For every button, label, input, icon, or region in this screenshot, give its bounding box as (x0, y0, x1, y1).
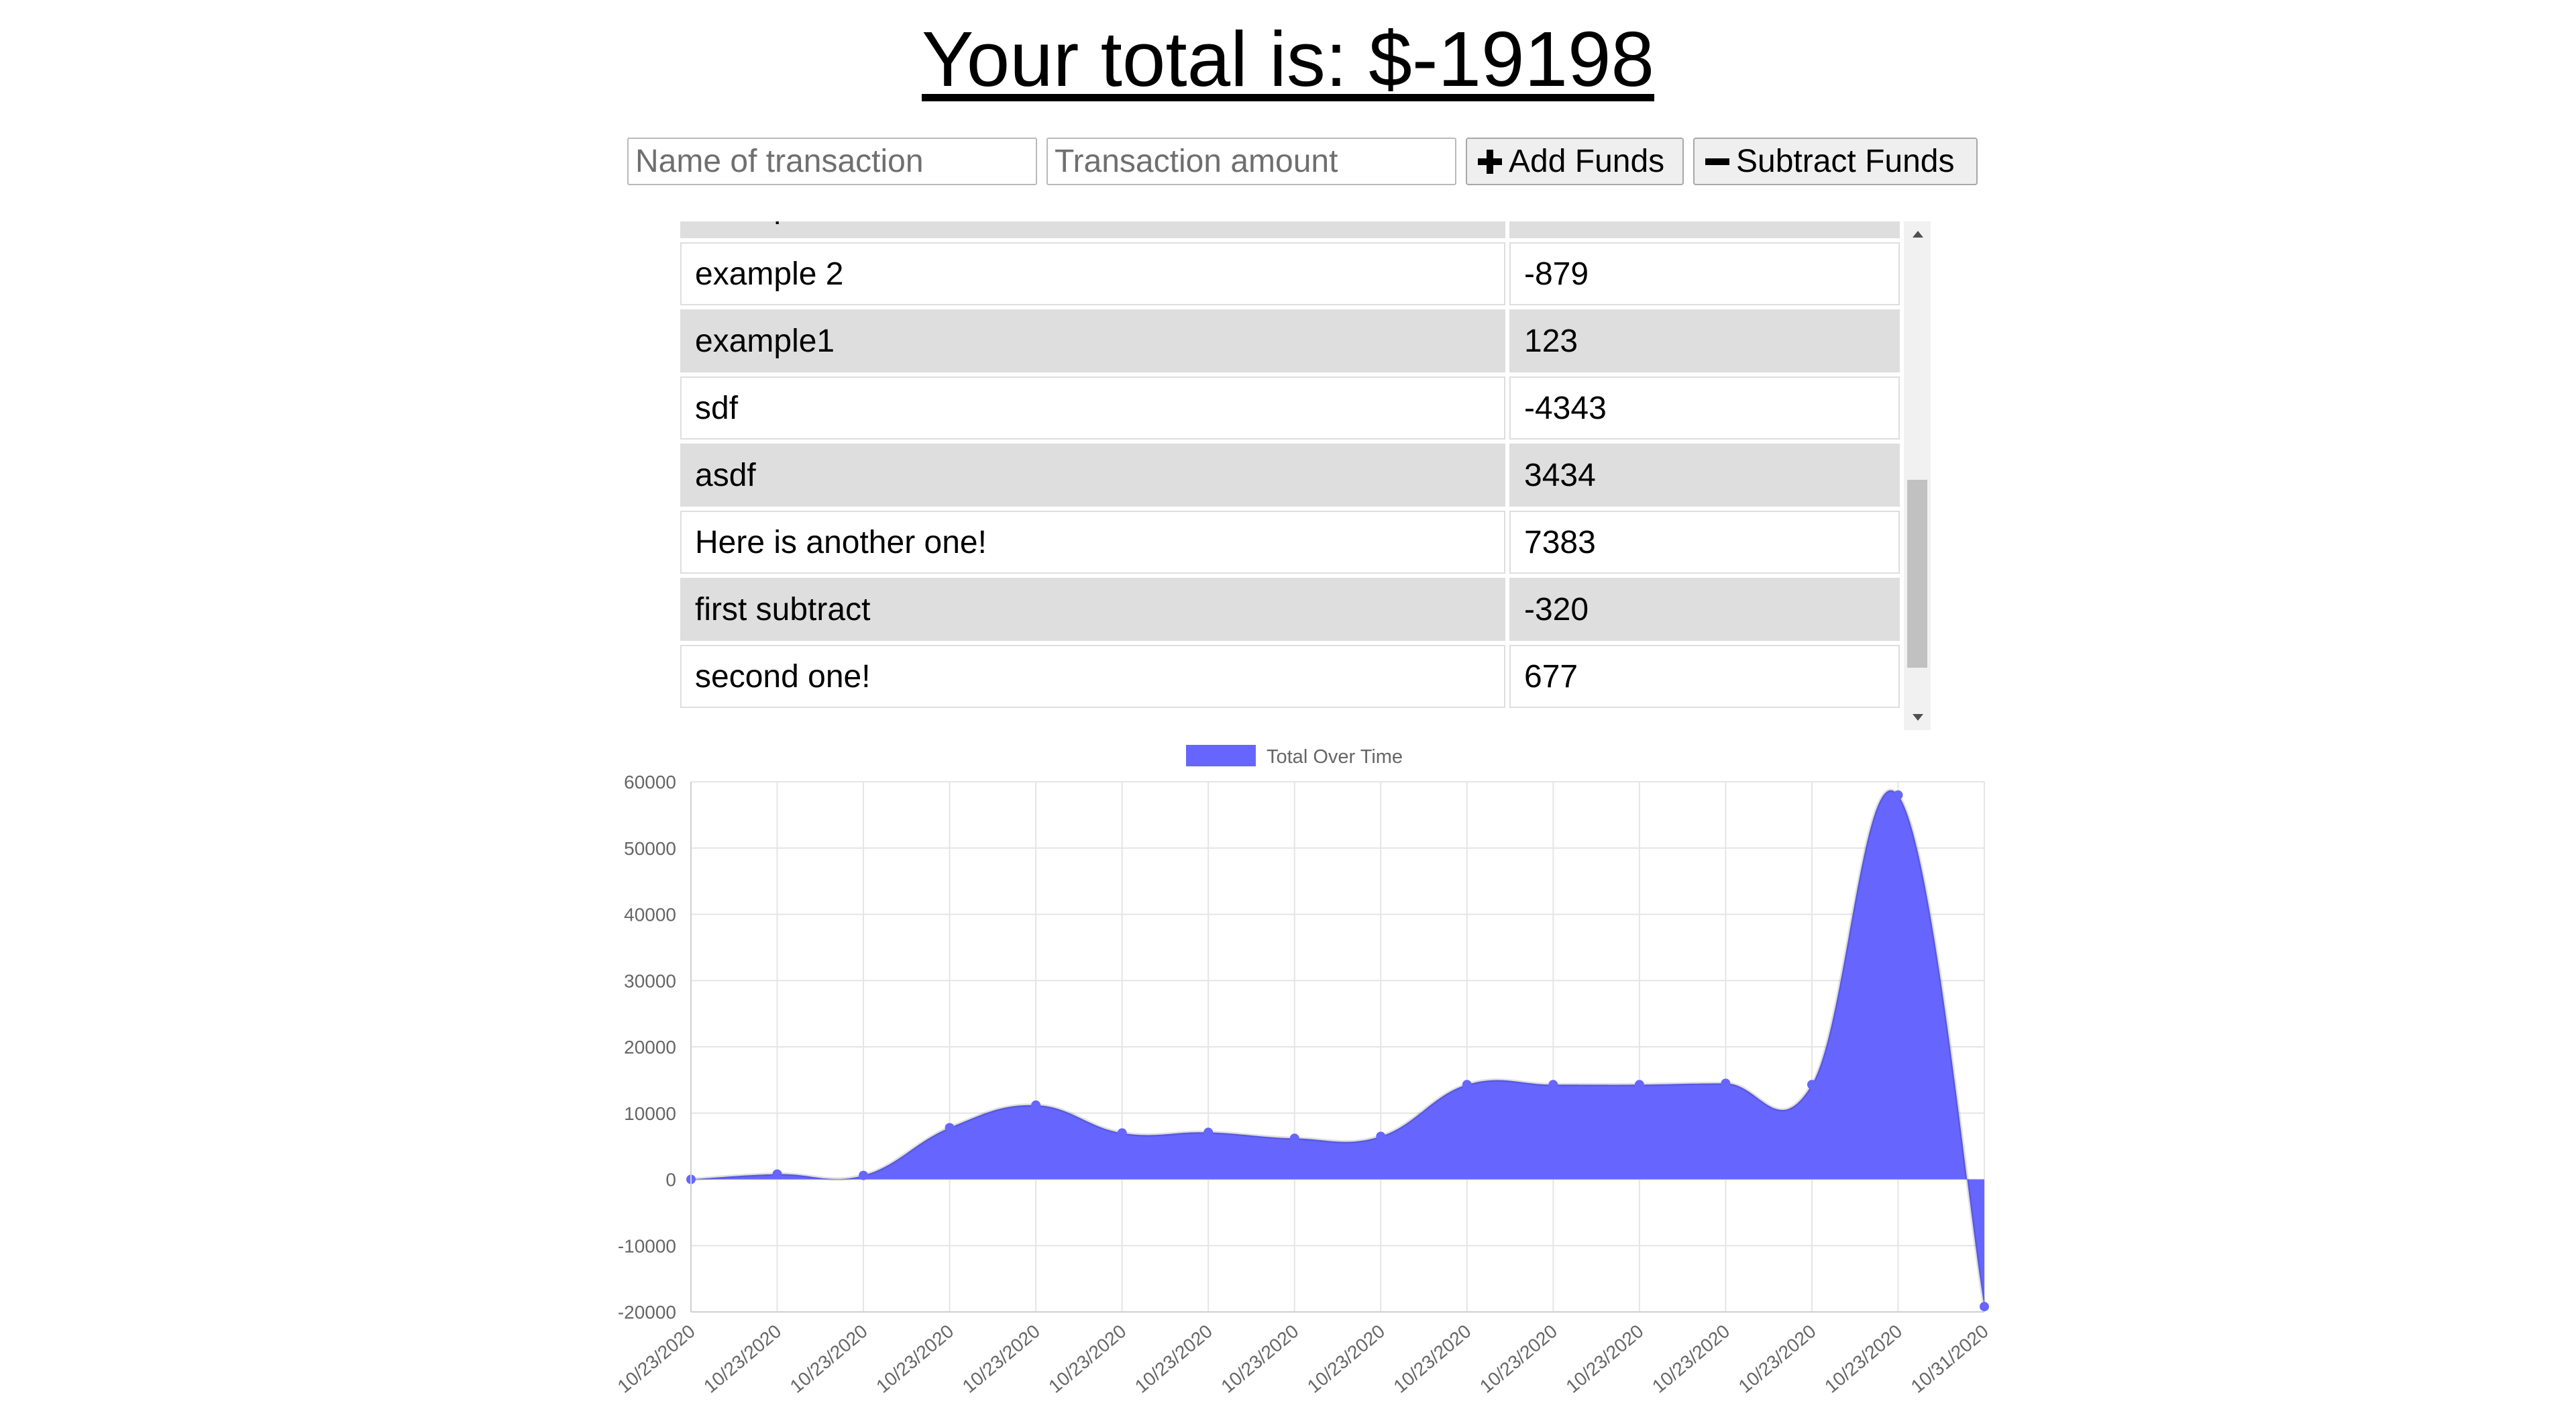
x-tick-label: 10/23/2020 (1821, 1321, 1906, 1397)
minus-icon (1705, 150, 1729, 174)
x-tick-label: 10/23/2020 (1044, 1321, 1130, 1397)
plus-icon (1478, 149, 1502, 174)
y-tick-label: 30000 (624, 970, 676, 991)
data-point (1893, 790, 1903, 800)
y-tick-label: -10000 (618, 1235, 676, 1256)
legend-swatch (1186, 745, 1256, 766)
data-point (1980, 1302, 1989, 1312)
x-tick-label: 10/23/2020 (1217, 1321, 1302, 1397)
total-over-time-chart: 60000 50000 40000 30000 20000 10000 0 -10000 -20… (614, 745, 1992, 1397)
transaction-name: first subtract (680, 578, 1505, 641)
scroll-up-arrow-icon[interactable] (1913, 231, 1923, 238)
transaction-amount-input[interactable] (1046, 138, 1456, 185)
x-tick-label: 10/23/2020 (1389, 1321, 1474, 1397)
data-point (1721, 1078, 1731, 1088)
data-point (1376, 1131, 1386, 1141)
x-tick-label: 10/31/2020 (1907, 1321, 1992, 1397)
transaction-amount: 677 (1509, 645, 1900, 708)
transaction-amount (1509, 221, 1900, 238)
data-point (1807, 1080, 1817, 1090)
data-point (1548, 1080, 1558, 1090)
data-point (1117, 1128, 1127, 1138)
transaction-amount: -879 (1509, 242, 1900, 305)
table-row: Here is another one! 7383 (680, 511, 1900, 574)
data-point (1289, 1133, 1299, 1143)
page-title: Your total is: $-19198 (921, 15, 1655, 103)
transaction-name: example 2 (680, 242, 1505, 305)
table-row: asdf 3434 (680, 444, 1900, 507)
table-row: sdf -4343 (680, 376, 1900, 440)
table-row: example (680, 221, 1900, 238)
data-point (1031, 1100, 1041, 1110)
data-point (1462, 1080, 1472, 1090)
table-row: first subtract -320 (680, 578, 1900, 641)
x-tick-label: 10/23/2020 (1562, 1321, 1647, 1397)
y-tick-label: 60000 (624, 772, 676, 793)
transaction-name: second one! (680, 645, 1505, 708)
y-tick-label: 20000 (624, 1037, 676, 1058)
data-point (859, 1170, 869, 1180)
data-point (772, 1169, 782, 1179)
y-tick-label: 0 (665, 1170, 676, 1190)
y-tick-label: -20000 (618, 1302, 676, 1323)
transaction-amount: -320 (1509, 578, 1900, 641)
x-tick-label: 10/23/2020 (1648, 1321, 1733, 1397)
scrollbar-thumb[interactable] (1907, 480, 1927, 668)
data-point (945, 1123, 955, 1133)
data-point (1203, 1127, 1214, 1137)
transaction-name: example1 (680, 309, 1505, 372)
x-tick-label: 10/23/2020 (1735, 1321, 1820, 1397)
data-point (1634, 1080, 1644, 1090)
transaction-name-input[interactable] (627, 138, 1037, 185)
x-tick-label: 10/23/2020 (1476, 1321, 1561, 1397)
transaction-name: sdf (680, 376, 1505, 440)
x-tick-label: 10/23/2020 (959, 1321, 1044, 1397)
subtract-funds-button[interactable]: Subtract Funds (1693, 138, 1978, 185)
add-funds-button[interactable]: Add Funds (1466, 138, 1684, 185)
subtract-funds-label: Subtract Funds (1736, 144, 1955, 179)
transaction-amount: -4343 (1509, 376, 1900, 440)
legend-label: Total Over Time (1267, 746, 1403, 768)
table-row: example1 123 (680, 309, 1900, 372)
transaction-name: example (680, 221, 1505, 238)
x-tick-label: 10/23/2020 (872, 1321, 957, 1397)
table-row: example 2 -879 (680, 242, 1900, 305)
transaction-amount: 3434 (1509, 444, 1900, 507)
y-tick-label: 10000 (624, 1103, 676, 1124)
x-tick-label: 10/23/2020 (1131, 1321, 1216, 1397)
transaction-name: Here is another one! (680, 511, 1505, 574)
y-tick-label: 50000 (624, 838, 676, 859)
x-tick-label: 10/23/2020 (786, 1321, 871, 1397)
y-tick-label: 40000 (624, 905, 676, 925)
series-line (690, 788, 1986, 1307)
area-fill (691, 790, 1984, 1307)
transaction-name: asdf (680, 444, 1505, 507)
x-tick-label: 10/23/2020 (614, 1321, 699, 1397)
table-scrollbar[interactable] (1904, 221, 1931, 730)
transaction-amount: 7383 (1509, 511, 1900, 574)
table-row: second one! 677 (680, 645, 1900, 708)
add-funds-label: Add Funds (1509, 144, 1665, 179)
x-tick-label: 10/23/2020 (700, 1321, 785, 1397)
scroll-down-arrow-icon[interactable] (1913, 714, 1923, 721)
transaction-amount: 123 (1509, 309, 1900, 372)
x-tick-label: 10/23/2020 (1303, 1321, 1389, 1397)
